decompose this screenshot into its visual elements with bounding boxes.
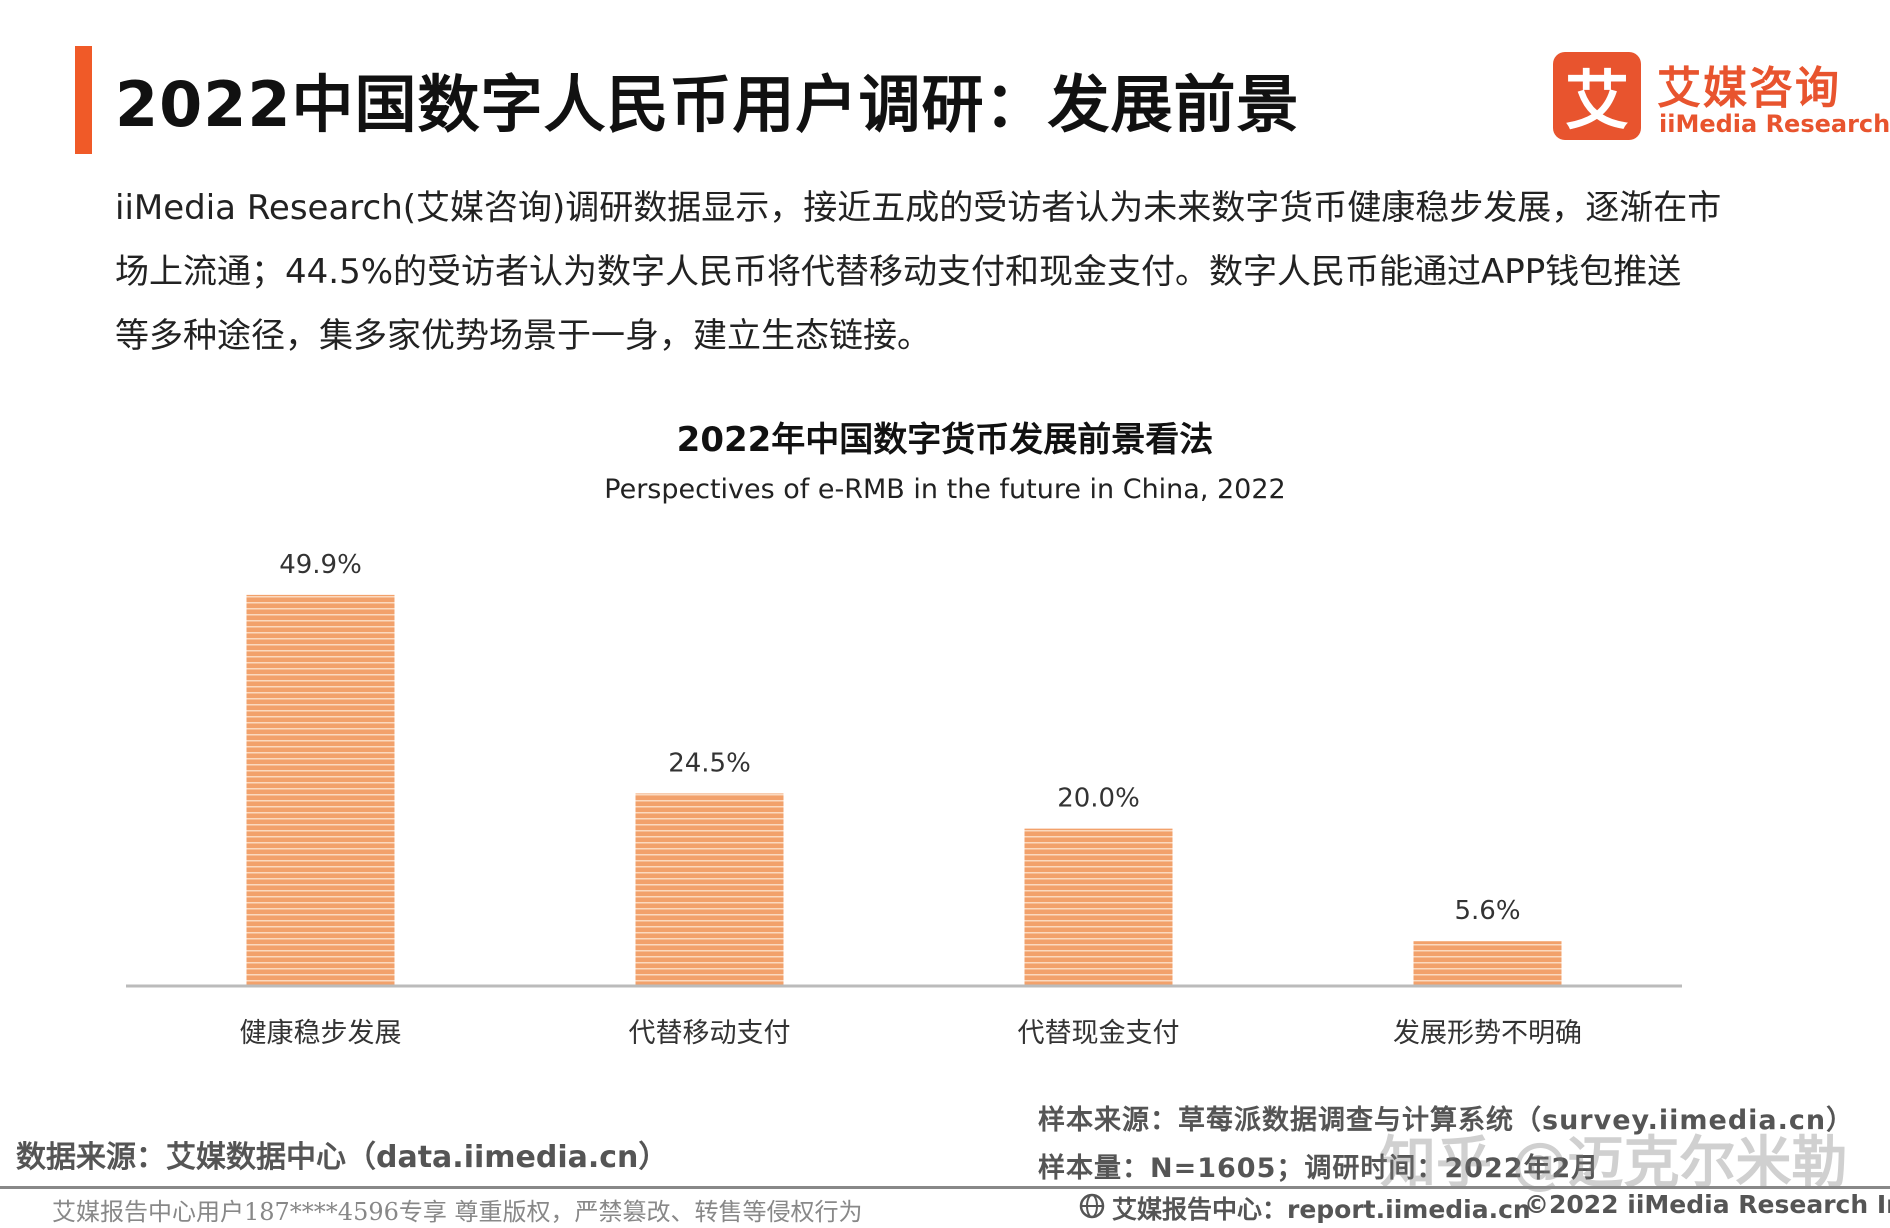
category-label-2: 代替移动支付 xyxy=(629,1018,791,1049)
globe-icon xyxy=(1079,1193,1105,1219)
sample-size: 样本量：N=1605；调研时间：2022年2月 xyxy=(1038,1153,1600,1184)
category-label-1: 健康稳步发展 xyxy=(240,1018,402,1049)
data-label-1: 49.9% xyxy=(279,550,362,580)
logo-mark: 艾 xyxy=(1553,52,1641,140)
bar-chart: 49.9% 健康稳步发展 24.5% 代替移动支付 20.0% 代替现金支付 5.6% 发展形… xyxy=(126,550,1682,1049)
bar-4 xyxy=(1413,941,1562,985)
description: iiMedia Research(艾媒咨询)调研数据显示，接近五成的受访者认为未… xyxy=(115,176,1795,368)
bar-2 xyxy=(635,793,784,985)
iimedia-logo: 艾 艾媒咨询 iiMedia Research xyxy=(1553,52,1890,144)
page-title: 2022中国数字人民币用户调研：发展前景 xyxy=(115,68,1300,141)
copyright: ©2022 iiMedia Research Inc xyxy=(1524,1190,1890,1219)
description-line: 等多种途径，集多家优势场景于一身，建立生态链接。 xyxy=(115,316,931,356)
category-label-4: 发展形势不明确 xyxy=(1393,1018,1582,1049)
description-line: iiMedia Research(艾媒咨询)调研数据显示，接近五成的受访者认为未… xyxy=(115,188,1722,228)
bar-1 xyxy=(246,594,395,985)
data-label-4: 5.6% xyxy=(1454,896,1520,926)
data-source: 数据来源：艾媒数据中心（data.iimedia.cn） xyxy=(16,1140,669,1175)
logo-name-en: iiMedia Research xyxy=(1659,110,1890,138)
report-center-link[interactable]: 艾媒报告中心：report.iimedia.cn xyxy=(1112,1195,1531,1224)
description-line: 场上流通；44.5%的受访者认为数字人民币将代替移动支付和现金支付。数字人民币能… xyxy=(115,252,1682,292)
bar-3 xyxy=(1024,828,1173,985)
category-label-3: 代替现金支付 xyxy=(1018,1018,1180,1049)
chart-subtitle: Perspectives of e-RMB in the future in C… xyxy=(604,474,1286,505)
sample-source: 样本来源：草莓派数据调查与计算系统（survey.iimedia.cn） xyxy=(1038,1105,1855,1136)
footer-divider xyxy=(0,1186,1890,1189)
title-accent-bar xyxy=(75,46,92,154)
logo-name-cn: 艾媒咨询 xyxy=(1657,63,1841,114)
data-label-3: 20.0% xyxy=(1057,784,1140,814)
chart-title: 2022年中国数字货币发展前景看法 xyxy=(676,420,1214,460)
user-notice: 艾媒报告中心用户187****4596专享 尊重版权，严禁篡改、转售等侵权行为 xyxy=(52,1198,863,1226)
data-label-2: 24.5% xyxy=(668,748,751,778)
watermark: 知乎 @迈克尔米勒 xyxy=(1380,1131,1848,1196)
